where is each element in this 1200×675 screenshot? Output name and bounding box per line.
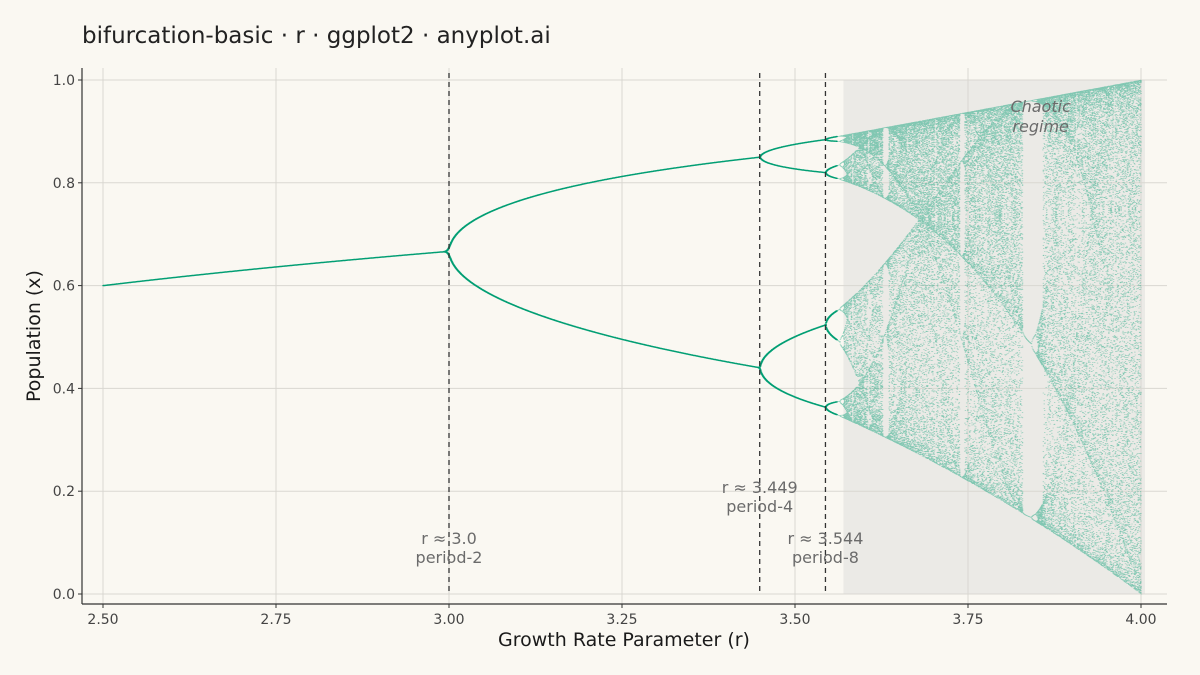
bifurcation-period-label: period-2 <box>416 548 483 567</box>
tick-labels: 2.50 2.75 3.00 3.25 3.50 3.75 4.00 0.0 0.2 0.4 0.6… <box>53 73 1157 628</box>
y-tick-label: 0.6 <box>53 279 75 295</box>
x-tick-label: 4.00 <box>1125 612 1156 628</box>
bifurcation-period-label: period-4 <box>726 497 793 516</box>
x-axis-label: Growth Rate Parameter (r) <box>498 629 750 651</box>
chart-title: bifurcation-basic · r · ggplot2 · anyplo… <box>82 23 551 49</box>
bifurcation-r-label: r ≈ 3.0 <box>421 529 477 548</box>
x-tick-label: 3.00 <box>433 612 464 628</box>
chaotic-label-line1: Chaotic <box>1010 97 1071 116</box>
stable-branch-points <box>102 135 838 416</box>
chaotic-points <box>836 79 1143 595</box>
x-tick-label: 3.25 <box>606 612 637 628</box>
axes <box>81 68 1167 605</box>
y-tick-label: 0.0 <box>53 587 75 603</box>
bifurcation-period-label: period-8 <box>792 548 859 567</box>
chaotic-region-shade <box>843 80 1145 594</box>
y-axis-label: Population (x) <box>23 270 45 402</box>
y-tick-label: 0.4 <box>53 381 75 397</box>
x-tick-label: 3.50 <box>779 612 810 628</box>
x-tick-label: 2.75 <box>260 612 291 628</box>
chaotic-label-line2: regime <box>1012 117 1069 136</box>
x-tick-label: 3.75 <box>952 612 983 628</box>
x-tick-label: 2.50 <box>87 612 118 628</box>
bifurcation-r-label: r ≈ 3.449 <box>722 478 798 497</box>
y-tick-label: 0.2 <box>53 484 75 500</box>
bifurcation-r-label: r ≈ 3.544 <box>787 529 863 548</box>
y-tick-label: 0.8 <box>53 176 75 192</box>
bifurcation-points <box>102 79 1143 595</box>
bifurcation-guides <box>448 73 827 594</box>
y-tick-label: 1.0 <box>53 73 75 89</box>
